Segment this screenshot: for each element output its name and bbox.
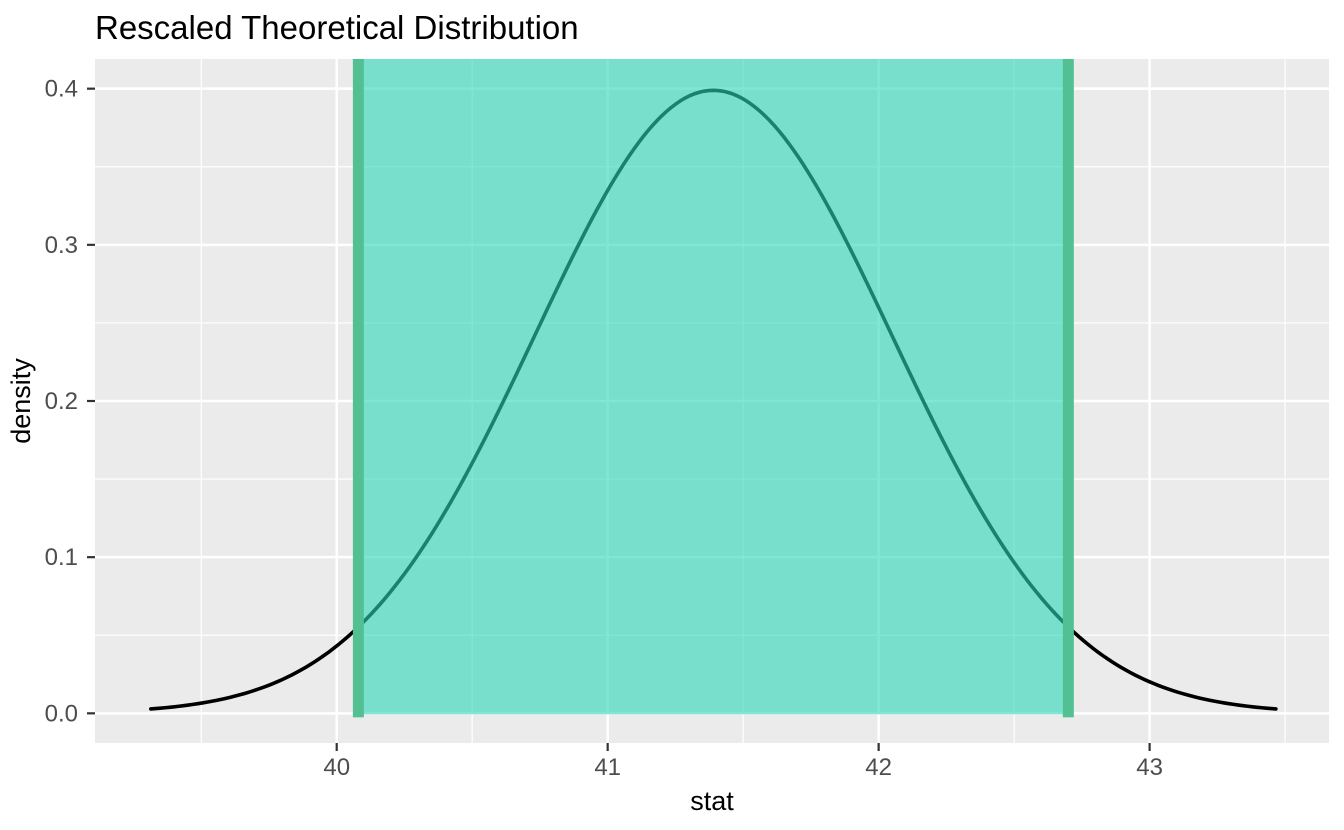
y-tick-label: 0.1 bbox=[45, 544, 78, 571]
ci-shade-layer bbox=[352, 59, 1074, 718]
y-axis-label: density bbox=[6, 358, 36, 444]
ci-lower-bound-line bbox=[352, 59, 364, 718]
x-axis-label: stat bbox=[690, 786, 734, 816]
y-tick-label: 0.4 bbox=[45, 76, 78, 103]
ci-shade-region bbox=[358, 59, 1069, 715]
x-tick-label: 43 bbox=[1136, 754, 1163, 781]
x-tick-label: 40 bbox=[323, 754, 350, 781]
tick-labels-layer: 40 41 42 43 0.0 0.1 0.2 0.3 0.4 bbox=[45, 76, 1163, 781]
x-tick-label: 41 bbox=[594, 754, 621, 781]
axis-ticks-layer bbox=[87, 87, 1151, 751]
ci-upper-bound-line bbox=[1062, 59, 1074, 718]
x-tick-label: 42 bbox=[865, 754, 892, 781]
y-tick-label: 0.2 bbox=[45, 388, 78, 415]
y-tick-label: 0.3 bbox=[45, 232, 78, 259]
chart-title: Rescaled Theoretical Distribution bbox=[95, 9, 579, 46]
y-tick-label: 0.0 bbox=[45, 700, 78, 727]
